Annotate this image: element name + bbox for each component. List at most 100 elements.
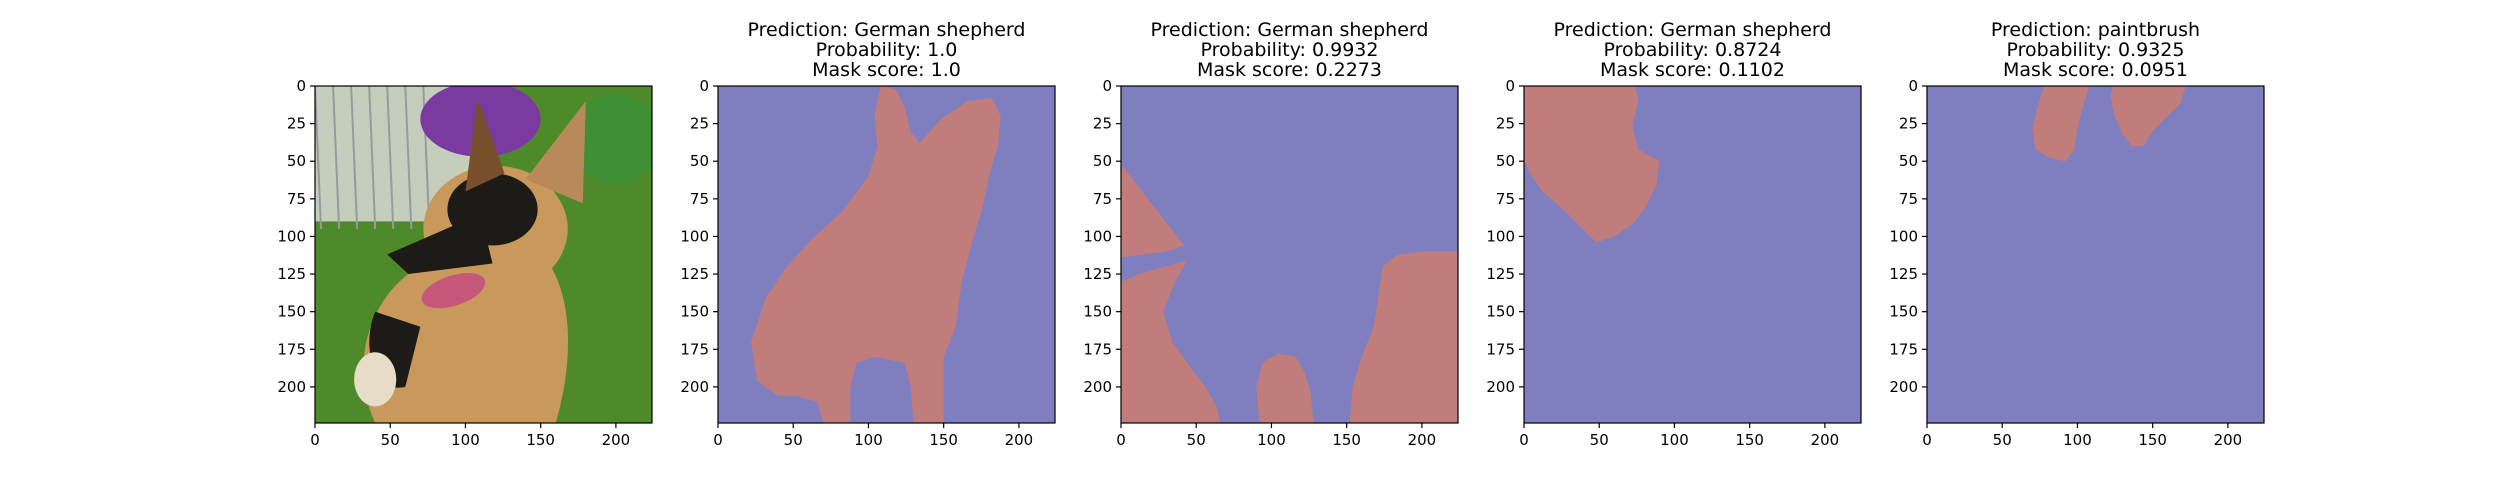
panel-title-line: Probability: 1.0 — [816, 39, 958, 61]
x-tick-label: 100 — [854, 431, 883, 449]
axes-frame — [1120, 85, 1459, 424]
panel-image-mask-1 — [718, 86, 1055, 423]
mask-region-0 — [2032, 86, 2090, 162]
y-tick-label: 100 — [1083, 227, 1112, 245]
x-tick-label: 0 — [310, 431, 320, 449]
y-tick-label: 50 — [1899, 152, 1918, 170]
fence-bar — [332, 86, 341, 229]
y-tick-label: 150 — [1486, 303, 1515, 321]
panel-title-line: Mask score: 0.1102 — [1600, 59, 1785, 81]
y-tick-label: 50 — [1093, 152, 1112, 170]
panel-title-line: Mask score: 0.0951 — [2003, 59, 2188, 81]
y-tick-label: 100 — [1486, 227, 1515, 245]
panel-title-line: Probability: 0.9325 — [2007, 39, 2185, 61]
panel-title-line: Prediction: German shepherd — [748, 19, 1026, 41]
x-tick-label: 200 — [1005, 431, 1034, 449]
y-tick-label: 175 — [1889, 340, 1918, 358]
y-tick-label: 125 — [1889, 265, 1918, 283]
x-tick-label: 200 — [1811, 431, 1840, 449]
y-tick-label: 75 — [1496, 190, 1515, 208]
y-tick-label: 25 — [690, 115, 709, 133]
y-tick-label: 0 — [1505, 77, 1515, 95]
panel-title-line: Mask score: 1.0 — [812, 59, 961, 81]
dog-ear-right — [525, 101, 586, 204]
y-tick-label: 175 — [277, 340, 306, 358]
panel-title-line: Mask score: 0.2273 — [1197, 59, 1382, 81]
y-tick-label: 175 — [1486, 340, 1515, 358]
panel-mask-3: 0 50 100 150 200 0 25 50 75 100 125 150 175 200 Predic… — [1486, 19, 1862, 449]
panel-title-line: Prediction: German shepherd — [1554, 19, 1832, 41]
y-tick-label: 0 — [699, 77, 709, 95]
panel-mask-4: 0 50 100 150 200 0 25 50 75 100 125 150 175 200 Predic… — [1889, 19, 2265, 449]
y-tick-label: 150 — [1889, 303, 1918, 321]
x-tick-label: 50 — [1187, 431, 1206, 449]
x-tick-label: 0 — [1922, 431, 1932, 449]
x-tick-label: 100 — [2063, 431, 2092, 449]
y-tick-label: 200 — [1486, 378, 1515, 396]
panel-title-line: Prediction: paintbrush — [1991, 19, 2200, 41]
axes-frame — [1523, 85, 1862, 424]
y-tick-label: 125 — [277, 265, 306, 283]
panel-title-line: Probability: 0.8724 — [1604, 39, 1782, 61]
y-tick-label: 75 — [287, 190, 306, 208]
axes-frame — [717, 85, 1056, 424]
y-tick-label: 100 — [277, 227, 306, 245]
x-tick-label: 0 — [713, 431, 723, 449]
x-tick-label: 0 — [1116, 431, 1126, 449]
axes-frame — [314, 85, 653, 424]
x-tick-label: 50 — [784, 431, 803, 449]
dog-ear-left — [465, 98, 505, 192]
y-tick-label: 150 — [1083, 303, 1112, 321]
y-tick-label: 150 — [277, 303, 306, 321]
panel-title-line: Probability: 0.9932 — [1201, 39, 1379, 61]
y-tick-label: 0 — [296, 77, 306, 95]
dog-tongue — [421, 273, 486, 309]
y-tick-label: 75 — [1093, 190, 1112, 208]
y-tick-label: 150 — [680, 303, 709, 321]
panel-title-line: Prediction: German shepherd — [1151, 19, 1429, 41]
green-toy — [570, 93, 652, 184]
y-tick-label: 200 — [277, 378, 306, 396]
y-tick-label: 0 — [1102, 77, 1112, 95]
y-tick-label: 75 — [690, 190, 709, 208]
x-tick-label: 50 — [381, 431, 400, 449]
y-tick-label: 25 — [1899, 115, 1918, 133]
y-tick-label: 125 — [1083, 265, 1112, 283]
x-tick-label: 50 — [1993, 431, 2012, 449]
mask-region-0 — [1524, 86, 1660, 243]
fence-bar — [368, 86, 377, 229]
dog-body — [363, 251, 569, 423]
y-tick-label: 200 — [1889, 378, 1918, 396]
x-tick-label: 100 — [1257, 431, 1286, 449]
x-tick-label: 200 — [1408, 431, 1437, 449]
x-tick-label: 150 — [1735, 431, 1764, 449]
x-tick-label: 150 — [1332, 431, 1361, 449]
mask-region-2 — [1256, 353, 1314, 423]
y-tick-label: 100 — [1889, 227, 1918, 245]
y-tick-label: 125 — [680, 265, 709, 283]
mask-background — [1927, 86, 2264, 423]
y-tick-label: 100 — [680, 227, 709, 245]
x-tick-label: 200 — [2214, 431, 2243, 449]
x-tick-label: 100 — [451, 431, 480, 449]
panel-image-input-photo — [315, 86, 652, 423]
panel-input-photo: 0 50 100 150 200 0 25 50 75 100 125 150 175 200 — [277, 77, 653, 449]
y-tick-label: 0 — [1908, 77, 1918, 95]
y-tick-label: 200 — [680, 378, 709, 396]
mask-region-3 — [1349, 251, 1458, 423]
dog-snout — [387, 213, 493, 275]
y-tick-label: 75 — [1899, 190, 1918, 208]
y-tick-label: 50 — [690, 152, 709, 170]
fence-bar — [350, 86, 359, 229]
fence-bar — [404, 86, 413, 229]
axes-frame — [1926, 85, 2265, 424]
fence-bar — [315, 86, 323, 229]
x-tick-label: 50 — [1590, 431, 1609, 449]
x-tick-label: 100 — [1660, 431, 1689, 449]
dog-paw — [354, 352, 397, 407]
y-tick-label: 200 — [1083, 378, 1112, 396]
y-tick-label: 125 — [1486, 265, 1515, 283]
y-tick-label: 175 — [1083, 340, 1112, 358]
y-tick-label: 175 — [680, 340, 709, 358]
